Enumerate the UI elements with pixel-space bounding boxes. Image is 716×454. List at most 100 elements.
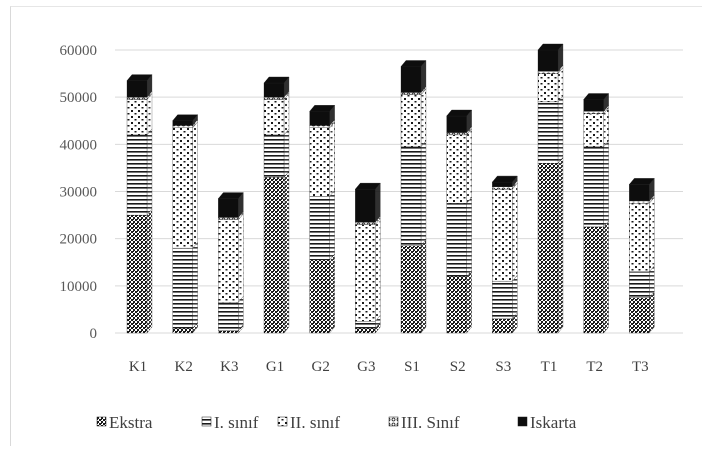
- bar-segment-i-sınıf: [263, 134, 285, 178]
- bar-segment-ii-sınıf: [172, 127, 193, 249]
- y-tick-label: 0: [90, 326, 98, 342]
- bar-segment-ekstra: [218, 330, 239, 334]
- y-tick-label: 10000: [60, 279, 98, 295]
- bar-segment-ii-sınıf: [355, 224, 376, 322]
- x-category-label: K2: [174, 359, 192, 375]
- x-category-label: G2: [311, 359, 329, 375]
- x-category-label: G3: [357, 359, 375, 375]
- legend-label: Iskarta: [530, 413, 577, 432]
- bar-segment-ii-sınıf: [492, 188, 513, 282]
- chart-frame: 0 10000 20000 30000 40000 50000 60000 K1 K2 K3 G1…: [10, 6, 702, 446]
- bar-segment-iskarta: [537, 49, 559, 72]
- x-category-label: S3: [495, 359, 511, 375]
- bar-segment-ii-sınıf: [629, 203, 650, 272]
- bar-segment-ekstra: [537, 163, 559, 334]
- bar-segment-side: [557, 95, 564, 164]
- x-category-label: T2: [586, 359, 603, 375]
- bar-segment-iii-sınıf: [446, 132, 467, 136]
- bar-segment-iskarta: [446, 115, 467, 133]
- x-category-label: K3: [220, 359, 238, 375]
- legend-swatch: [388, 416, 399, 427]
- bar-stack-s2: [446, 109, 473, 334]
- bar-stack-g3: [354, 182, 381, 334]
- bar-segment-ii-sınıf: [537, 73, 559, 103]
- x-category-label: T1: [541, 359, 558, 375]
- bar-top-cap: [628, 178, 655, 185]
- bar-segment-iskarta: [355, 188, 376, 223]
- bar-segment-iskarta: [309, 111, 330, 126]
- bar-segment-iii-sınıf: [309, 125, 330, 128]
- bars: [126, 43, 655, 334]
- bar-segment-side: [238, 213, 244, 303]
- y-tick-label: 60000: [60, 43, 98, 59]
- bar-segment-side: [420, 239, 427, 334]
- legend-entry: II. sınıf: [277, 413, 340, 432]
- bar-stack-t1: [537, 43, 564, 334]
- bar-segment-ekstra: [355, 328, 376, 334]
- x-category-label: G1: [266, 359, 284, 375]
- bar-top-cap: [354, 182, 381, 190]
- bar-top-cap: [263, 76, 290, 84]
- bar-segment-side: [283, 93, 290, 136]
- bar-segment-side: [649, 196, 655, 273]
- bar-stack-t3: [628, 178, 655, 334]
- gridlines: [115, 49, 683, 334]
- bar-segment-iii-sınıf: [172, 125, 193, 128]
- bar-segment-side: [192, 121, 198, 249]
- bar-segment-iskarta: [629, 184, 650, 202]
- x-category-label: S1: [404, 359, 420, 375]
- bar-segment-side: [283, 170, 290, 334]
- bar-segment-ekstra: [400, 245, 422, 334]
- x-category-label: S2: [450, 359, 466, 375]
- bar-segment-iii-sınıf: [629, 200, 650, 204]
- bar-segment-ii-sınıf: [400, 94, 422, 147]
- x-category-label: T3: [632, 359, 649, 375]
- legend-swatch: [277, 416, 288, 427]
- bar-top-cap: [126, 74, 153, 81]
- bar-segment-i-sınıf: [172, 247, 193, 329]
- bar-segment-iii-sınıf: [263, 97, 285, 100]
- bar-segment-ekstra: [446, 276, 467, 334]
- bar-segment-i-sınıf: [629, 271, 650, 298]
- bar-segment-ekstra: [126, 214, 148, 334]
- bar-segment-side: [512, 182, 518, 282]
- bar-stack-s1: [400, 60, 427, 334]
- bar-segment-iii-sınıf: [400, 92, 422, 95]
- bar-segment-i-sınıf: [309, 196, 330, 261]
- bar-segment-ii-sınıf: [218, 219, 239, 303]
- bar-segment-i-sınıf: [583, 146, 604, 228]
- bar-segment-ekstra: [629, 297, 650, 334]
- bar-segment-side: [146, 128, 153, 216]
- bar-segment-side: [420, 140, 427, 247]
- bar-segment-i-sınıf: [355, 321, 376, 329]
- legend: Ekstra I. sınıf II. sınıf III. Sınıf Iskarta: [96, 413, 577, 432]
- bar-segment-side: [329, 253, 335, 334]
- legend-swatch: [201, 416, 212, 427]
- bar-segment-i-sınıf: [537, 101, 559, 164]
- y-tick-label: 20000: [60, 232, 98, 248]
- bar-segment-side: [603, 107, 609, 148]
- legend-entry: I. sınıf: [201, 413, 259, 432]
- x-category-label: K1: [129, 359, 147, 375]
- bar-stack-k2: [172, 114, 199, 334]
- bar-segment-iii-sınıf: [355, 222, 376, 225]
- bar-segment-ii-sınıf: [309, 127, 330, 197]
- bar-top-cap: [446, 109, 473, 117]
- bar-segment-i-sınıf: [126, 134, 148, 216]
- bar-segment-ekstra: [309, 259, 330, 334]
- bar-stack-g1: [263, 76, 290, 334]
- bar-segment-iskarta: [583, 99, 604, 112]
- bar-segment-iskarta: [492, 181, 513, 187]
- bar-segment-iii-sınıf: [126, 97, 148, 100]
- legend-swatch: [517, 416, 528, 427]
- bar-segment-side: [146, 93, 153, 136]
- bar-segment-side: [329, 189, 335, 261]
- y-tick-label: 40000: [60, 137, 98, 153]
- y-axis-tick-labels: 0 10000 20000 30000 40000 50000 60000: [60, 43, 98, 342]
- bar-segment-side: [603, 140, 609, 228]
- bar-segment-side: [420, 88, 427, 148]
- bar-segment-side: [283, 128, 290, 178]
- bar-segment-ii-sınıf: [126, 99, 148, 136]
- bar-segment-side: [649, 291, 655, 334]
- bar-segment-i-sınıf: [218, 302, 239, 331]
